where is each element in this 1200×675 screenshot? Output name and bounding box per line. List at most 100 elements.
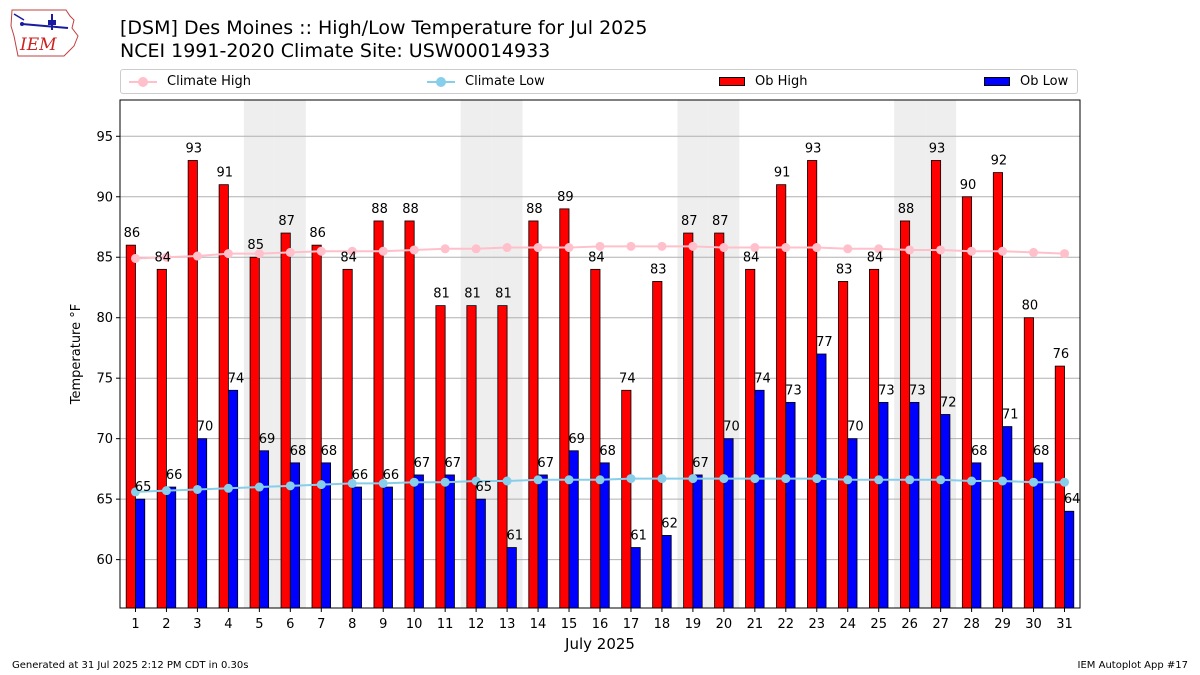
ob-low-label: 69 — [568, 432, 585, 447]
bar-ob-high — [652, 281, 663, 609]
legend-label: Ob Low — [1020, 74, 1069, 89]
bar-ob-high — [745, 268, 756, 609]
bar-ob-low — [537, 474, 548, 609]
climate-low-point — [285, 481, 295, 491]
x-tick-label: 21 — [747, 617, 764, 632]
climate-high-point — [316, 246, 326, 256]
ob-high-label: 93 — [186, 141, 203, 156]
x-tick-label: 18 — [654, 617, 671, 632]
climate-high-point — [130, 253, 140, 263]
ob-low-label: 70 — [723, 420, 740, 435]
x-tick-label: 16 — [592, 617, 609, 632]
bar-ob-low — [382, 486, 393, 609]
climate-high-point — [843, 244, 853, 254]
x-tick-label: 28 — [963, 617, 980, 632]
climate-high-point — [254, 249, 264, 259]
ob-high-label: 81 — [433, 287, 450, 302]
bar-ob-low — [1064, 510, 1075, 609]
bar-ob-low — [599, 462, 610, 609]
x-tick-label: 29 — [994, 617, 1011, 632]
climate-high-point — [285, 247, 295, 257]
bar-ob-low — [723, 438, 734, 609]
bar-ob-high — [992, 172, 1003, 609]
chart-title: [DSM] Des Moines :: High/Low Temperature… — [120, 17, 648, 39]
ob-high-label: 92 — [991, 154, 1008, 169]
bar-ob-low — [754, 389, 765, 609]
bar-ob-low — [258, 450, 270, 609]
climate-high-point — [223, 249, 233, 259]
ob-low-label: 68 — [290, 444, 307, 459]
ob-high-label: 84 — [588, 250, 605, 265]
bar-ob-low — [568, 450, 579, 609]
x-tick-label: 15 — [561, 617, 578, 632]
ob-low-label: 65 — [135, 480, 152, 495]
ob-high-label: 89 — [557, 190, 574, 205]
bar-ob-low — [661, 535, 672, 609]
ob-high-label: 93 — [929, 141, 946, 156]
bar-ob-high — [404, 220, 415, 609]
ob-low-label: 68 — [599, 444, 616, 459]
climate-low-point — [657, 474, 667, 484]
ob-high-label: 93 — [805, 141, 822, 156]
climate-high-point — [998, 246, 1008, 256]
bar-ob-low — [847, 438, 858, 609]
ob-low-label: 70 — [847, 420, 864, 435]
bar-ob-low — [413, 474, 424, 609]
climate-low-point — [843, 475, 853, 485]
ob-low-label: 67 — [414, 456, 431, 471]
ob-high-label: 88 — [402, 202, 419, 217]
ob-low-label: 67 — [445, 456, 462, 471]
bar-ob-high — [528, 220, 539, 609]
x-tick-label: 14 — [530, 617, 547, 632]
ob-high-label: 84 — [867, 250, 884, 265]
x-tick-label: 30 — [1025, 617, 1042, 632]
climate-low-point — [905, 475, 915, 485]
bar-ob-high — [311, 244, 322, 609]
climate-low-point — [750, 474, 760, 484]
bar-ob-high — [218, 184, 229, 609]
bar-ob-high — [590, 268, 601, 609]
climate-low-point — [378, 478, 388, 488]
ob-low-label: 64 — [1064, 492, 1081, 507]
bar-ob-low — [351, 486, 362, 609]
bar-ob-high — [125, 244, 136, 609]
x-tick-label: 3 — [193, 617, 201, 632]
legend-label: Ob High — [755, 74, 808, 89]
ob-high-label: 83 — [650, 262, 667, 277]
climate-low-point — [967, 476, 977, 486]
ob-high-label: 88 — [526, 202, 543, 217]
climate-high-point — [595, 241, 605, 251]
generated-note: Generated at 31 Jul 2025 2:12 PM CDT in … — [12, 660, 249, 671]
climate-high-point — [533, 243, 543, 253]
bar-ob-high — [280, 232, 291, 609]
x-axis-label: July 2025 — [564, 635, 635, 653]
climate-low-point — [1029, 477, 1039, 487]
climate-low-point — [440, 477, 450, 487]
ob-low-label: 66 — [383, 468, 400, 483]
climate-low-point — [316, 480, 326, 490]
bar-ob-low — [1002, 426, 1013, 609]
ob-high-label: 84 — [155, 250, 172, 265]
ob-low-label: 65 — [476, 480, 493, 495]
bar-ob-low — [475, 498, 486, 609]
climate-low-point — [719, 474, 729, 484]
climate-low-point — [130, 487, 140, 497]
ob-low-label: 73 — [909, 383, 926, 398]
y-axis-label: Temperature °F — [69, 304, 84, 405]
y-tick-label: 80 — [96, 311, 113, 326]
ob-low-label: 67 — [692, 456, 709, 471]
ob-high-label: 85 — [247, 238, 264, 253]
ob-high-label: 87 — [712, 214, 729, 229]
ob-low-label: 68 — [1033, 444, 1050, 459]
ob-high-label: 86 — [124, 226, 141, 241]
climate-high-point — [378, 246, 388, 256]
x-tick-label: 10 — [406, 617, 423, 632]
ob-low-label: 74 — [228, 371, 245, 386]
x-tick-label: 17 — [623, 617, 640, 632]
ob-high-label: 83 — [836, 262, 853, 277]
ob-high-label: 87 — [278, 214, 295, 229]
climate-low-point — [347, 478, 357, 488]
ob-high-label: 81 — [464, 287, 481, 302]
climate-high-point — [750, 243, 760, 253]
